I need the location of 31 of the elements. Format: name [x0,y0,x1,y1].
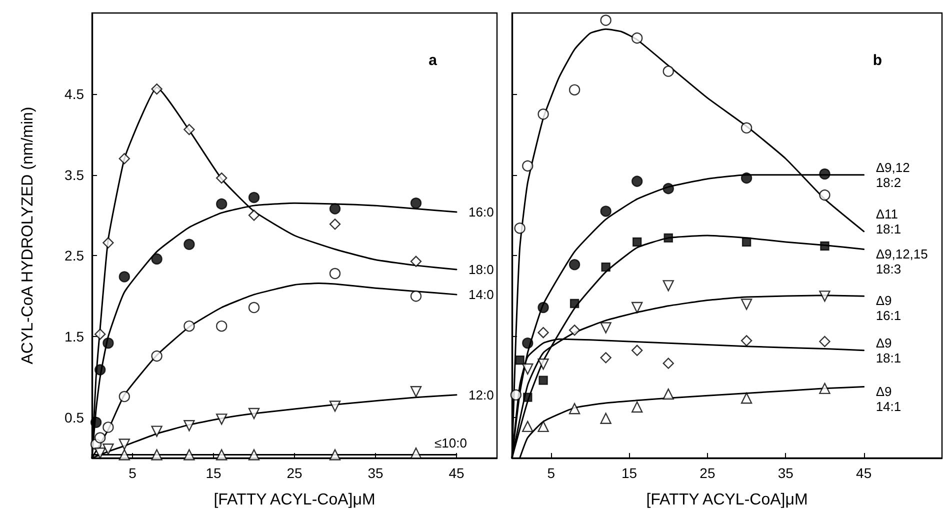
y-axis-title: ACYL-CoA HYDROLYZED (nm/min) [20,106,36,364]
y-tick-label: 4.5 [64,86,84,102]
series-label: ≤10:0 [434,435,467,450]
series-label: 18:0 [468,262,494,277]
series-label: 14:0 [468,287,494,302]
series-label: Δ9,12 18:2 [876,160,910,190]
y-tick-label: 3.5 [64,166,84,183]
x-tick-label: 35 [368,465,384,481]
x-tick-label: 25 [700,465,716,481]
x-tick-label: 25 [286,465,302,481]
series-label: Δ9,12,15 18:3 [876,246,928,276]
x-tick-label: 5 [128,465,137,481]
x-axis-title: [FATTY ACYL-CoA]μM [646,492,808,508]
series-label: Δ9 16:1 [876,293,902,324]
y-tick-label: 2.5 [64,248,84,264]
x-tick-label: 5 [547,465,556,481]
y-tick-label: 0.5 [64,410,84,426]
series-label: 16:0 [468,204,494,220]
x-tick-label: 35 [778,465,794,481]
annotation: b [872,52,882,69]
x-tick-label: 45 [448,465,464,481]
x-tick-label: 15 [621,465,638,481]
x-tick-label: 45 [856,465,872,481]
x-axis-title: [FATTY ACYL-CoA]μM [214,492,376,508]
x-tick-label: 15 [206,465,222,481]
series-label: 12:0 [468,387,494,402]
annotation: a [428,52,438,69]
series-label: Δ11 18:1 [876,206,902,236]
y-tick-label: 1.5 [64,328,84,345]
series-label: Δ9 14:1 [876,384,902,414]
series-label: Δ9 18:1 [876,335,902,366]
